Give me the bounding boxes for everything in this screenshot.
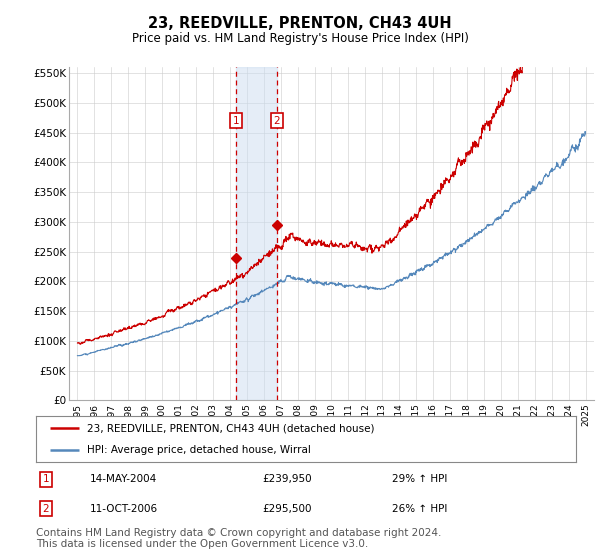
Text: 26% ↑ HPI: 26% ↑ HPI bbox=[392, 504, 448, 514]
Text: 1: 1 bbox=[43, 474, 49, 484]
Text: 2: 2 bbox=[43, 504, 49, 514]
Text: Contains HM Land Registry data © Crown copyright and database right 2024.
This d: Contains HM Land Registry data © Crown c… bbox=[36, 528, 442, 549]
Bar bbox=[236, 67, 277, 400]
Text: £295,500: £295,500 bbox=[263, 504, 312, 514]
Text: 23, REEDVILLE, PRENTON, CH43 4UH: 23, REEDVILLE, PRENTON, CH43 4UH bbox=[148, 16, 452, 31]
Text: 14-MAY-2004: 14-MAY-2004 bbox=[90, 474, 157, 484]
Text: 11-OCT-2006: 11-OCT-2006 bbox=[90, 504, 158, 514]
Text: 23, REEDVILLE, PRENTON, CH43 4UH (detached house): 23, REEDVILLE, PRENTON, CH43 4UH (detach… bbox=[88, 423, 375, 433]
Text: 29% ↑ HPI: 29% ↑ HPI bbox=[392, 474, 448, 484]
Text: £239,950: £239,950 bbox=[263, 474, 313, 484]
Text: Price paid vs. HM Land Registry's House Price Index (HPI): Price paid vs. HM Land Registry's House … bbox=[131, 32, 469, 45]
Text: HPI: Average price, detached house, Wirral: HPI: Average price, detached house, Wirr… bbox=[88, 445, 311, 455]
Text: 1: 1 bbox=[233, 116, 239, 126]
Text: 2: 2 bbox=[274, 116, 280, 126]
